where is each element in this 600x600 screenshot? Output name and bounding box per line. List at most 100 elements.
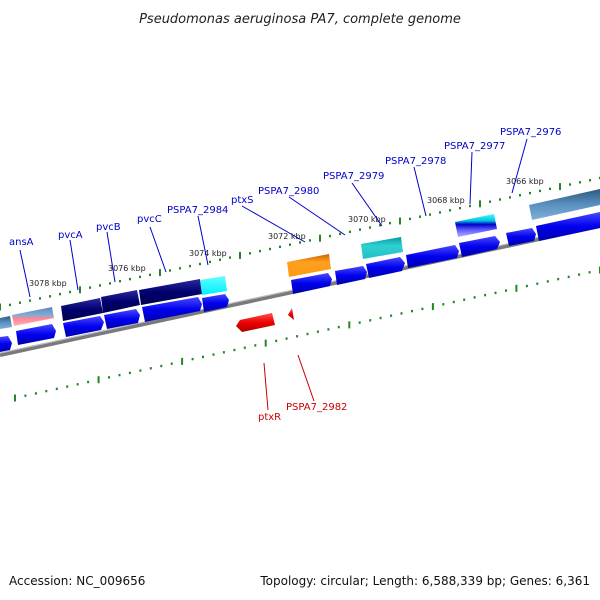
tick-dot <box>69 290 71 294</box>
tick-dot <box>89 286 91 289</box>
tick-dot <box>349 230 351 233</box>
tick-dot <box>505 289 507 292</box>
tick-dot <box>160 364 163 368</box>
gene-arrow-forward[interactable] <box>459 236 500 257</box>
gene-arrow-forward[interactable] <box>291 273 332 294</box>
gene-block-pvcA[interactable] <box>61 298 103 321</box>
gene-arrow-forward[interactable] <box>406 245 459 268</box>
gene-arrow-forward[interactable] <box>536 212 600 241</box>
label-pvcC[interactable]: pvcC <box>137 214 162 225</box>
label-PSPA7_2976[interactable]: PSPA7_2976 <box>500 127 561 138</box>
gene-block-pvcC[interactable] <box>139 279 202 305</box>
tick-dot <box>275 339 278 343</box>
tick-dot <box>254 344 257 347</box>
tick-dot <box>239 251 241 259</box>
gene-block-left-edge[interactable] <box>0 316 12 329</box>
gene-arrow-forward[interactable] <box>366 257 405 278</box>
tick-dot <box>99 284 101 287</box>
tick-dot <box>479 200 481 208</box>
tick-dot <box>170 362 173 365</box>
gene-arrow-forward[interactable] <box>202 294 229 312</box>
label-PSPA7_2982[interactable]: PSPA7_2982 <box>286 402 347 413</box>
tick-dot <box>269 247 271 251</box>
tick-dot <box>149 367 152 370</box>
tick-dot <box>87 380 90 384</box>
tick-dot <box>199 262 201 266</box>
tick-dot <box>529 191 531 195</box>
tick-dot <box>243 346 246 349</box>
feature-track-forward <box>0 212 600 352</box>
tick-dot <box>409 217 411 221</box>
gene-block-PSPA7_2984[interactable] <box>200 276 227 295</box>
label-ptxS[interactable]: ptxS <box>231 195 254 206</box>
tick-dot <box>379 316 382 320</box>
forward-gene-labels: ansA pvcA pvcB pvcC PSPA7_2984 ptxS PSPA… <box>9 127 561 248</box>
gene-block-PSPA7_2979[interactable] <box>361 237 403 259</box>
gene-arrow-forward[interactable] <box>16 324 56 345</box>
tick-dot <box>509 196 511 199</box>
label-ptxR[interactable]: ptxR <box>258 412 281 423</box>
label-pvcB[interactable]: pvcB <box>96 222 121 233</box>
gene-block-PSPA7_2976[interactable] <box>529 189 600 220</box>
tick-dot <box>249 252 251 255</box>
tick-dot <box>285 337 288 340</box>
tick-dot <box>259 249 261 253</box>
tick-dot <box>359 228 361 231</box>
tick-dot <box>369 319 372 322</box>
label-pvcA[interactable]: pvcA <box>58 230 83 241</box>
gene-block-ansA[interactable] <box>12 307 54 326</box>
tick-dot <box>316 330 319 333</box>
reverse-leader-lines <box>263 354 315 411</box>
tick-dot <box>589 179 591 182</box>
tick-dot <box>119 280 121 283</box>
gene-arrow-forward[interactable] <box>63 316 104 337</box>
tick-dot <box>579 181 581 184</box>
tick-dot <box>473 296 476 299</box>
tick-dot <box>319 234 321 242</box>
gene-arrow-forward[interactable] <box>0 336 12 352</box>
tick-dot <box>181 357 184 365</box>
gene-arrow-ptxR[interactable] <box>236 313 275 332</box>
tick-dot <box>339 232 341 236</box>
tick-dot <box>128 371 131 375</box>
tick-dot <box>45 389 48 393</box>
gene-block-ptxS[interactable] <box>287 254 331 277</box>
label-PSPA7_2984[interactable]: PSPA7_2984 <box>167 205 228 216</box>
tick-dot <box>212 353 215 356</box>
gene-arrow-forward[interactable] <box>104 309 140 329</box>
tick-dot <box>494 291 497 295</box>
gene-arrow-forward[interactable] <box>506 228 536 246</box>
gene-arrow-forward[interactable] <box>142 297 202 322</box>
tick-dot <box>279 245 281 248</box>
tick-dot <box>108 376 110 379</box>
label-PSPA7_2979[interactable]: PSPA7_2979 <box>323 171 384 182</box>
tick-dot <box>559 183 561 191</box>
tick-dot <box>264 339 267 347</box>
tick-dot <box>569 183 571 186</box>
tick-dot <box>379 224 381 227</box>
gene-block-pvcB[interactable] <box>101 290 140 313</box>
label-ansA[interactable]: ansA <box>9 237 34 248</box>
tick-label-3076: 3076 kbp <box>108 264 146 273</box>
tick-dot <box>329 234 331 238</box>
tick-dot <box>109 282 111 285</box>
tick-dot <box>189 264 191 268</box>
tick-dot <box>536 282 539 285</box>
tick-label-3066: 3066 kbp <box>506 177 544 186</box>
tick-dot <box>97 376 100 384</box>
tick-dot <box>233 348 236 352</box>
gene-block-PSPA7_2977[interactable] <box>455 214 497 237</box>
label-PSPA7_2977[interactable]: PSPA7_2977 <box>444 141 505 152</box>
label-PSPA7_2980[interactable]: PSPA7_2980 <box>258 186 319 197</box>
tick-dot <box>557 277 560 281</box>
label-PSPA7_2978[interactable]: PSPA7_2978 <box>385 156 446 167</box>
gene-arrow-PSPA7_2982[interactable] <box>288 308 294 320</box>
tick-dot <box>79 286 81 294</box>
tick-dot <box>452 300 455 304</box>
tick-dot <box>348 321 351 329</box>
tick-dot <box>539 189 541 193</box>
tick-dot <box>66 385 69 388</box>
tick-dot <box>358 321 361 324</box>
tick-dot <box>567 275 570 279</box>
gene-arrow-forward[interactable] <box>335 266 367 285</box>
